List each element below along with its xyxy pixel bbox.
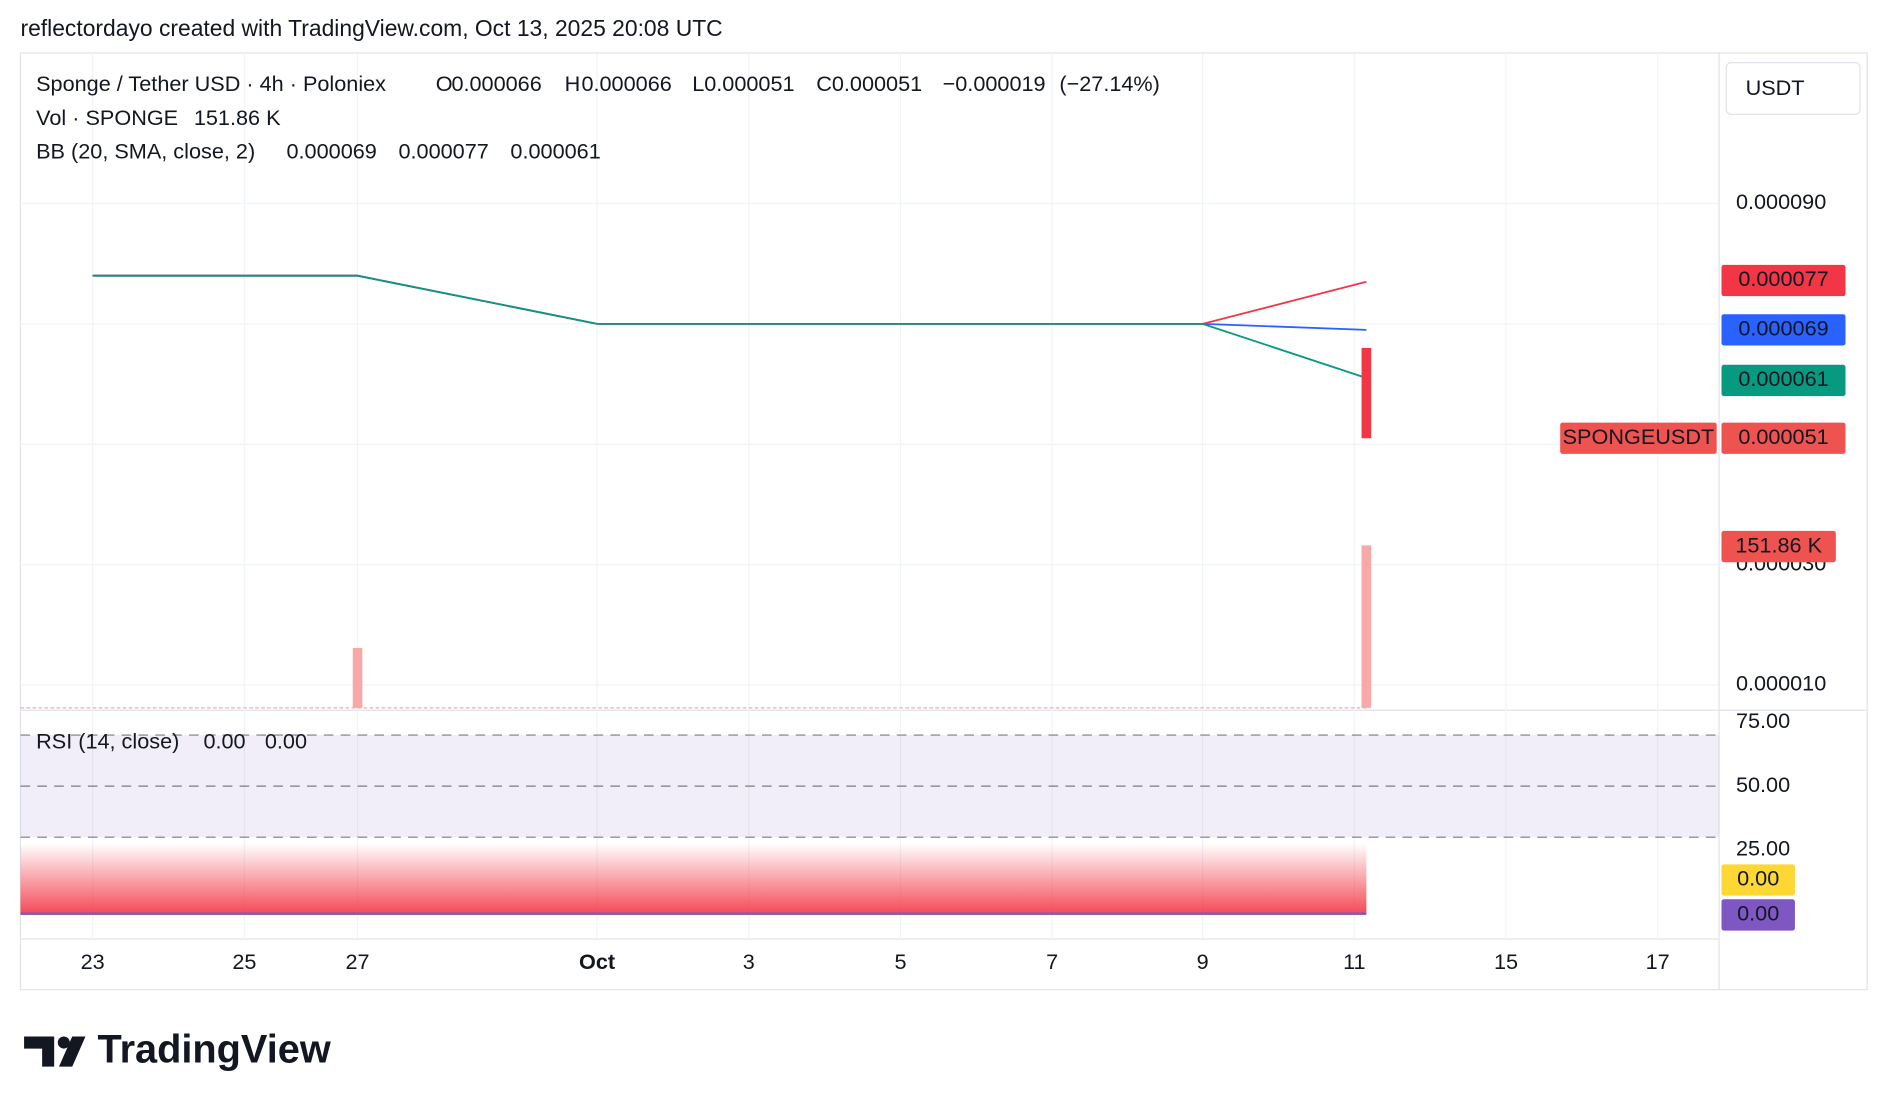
volume-bar xyxy=(352,647,363,708)
x-tick-label: 25 xyxy=(232,949,256,974)
y-tick-label: 0.000090 xyxy=(1736,189,1826,214)
x-tick-label: 5 xyxy=(894,949,906,974)
x-tick-label: 17 xyxy=(1646,949,1670,974)
volume-bar xyxy=(1361,545,1372,708)
chart-frame xyxy=(19,52,1868,991)
rsi-tag: 0.00 xyxy=(1737,866,1779,891)
x-tick-label: 23 xyxy=(81,949,105,974)
bb-value: 0.000069 xyxy=(287,139,377,164)
x-tick-label: 7 xyxy=(1046,949,1058,974)
rsi-value: 0.00 xyxy=(265,729,307,754)
bb-value: 0.000061 xyxy=(510,139,600,164)
symbol: Sponge / Tether USD · 4h · Poloniex xyxy=(36,71,386,96)
volume-tag: 151.86 K xyxy=(1735,532,1822,557)
symbol-tag-bg xyxy=(1560,422,1717,454)
bb-tag: 0.000061 xyxy=(1738,366,1828,391)
change-pct: (−27.14%) xyxy=(1059,71,1160,96)
rsi-tag: 0.00 xyxy=(1737,901,1779,926)
bb-line xyxy=(92,274,1367,331)
bb-tag-bg xyxy=(1721,264,1846,297)
ohlc-label: L xyxy=(692,71,704,96)
ohlc-label: C xyxy=(816,71,832,96)
symbol-tag: SPONGEUSDT xyxy=(1563,424,1715,449)
credit: reflectordayo created with TradingView.c… xyxy=(20,15,722,41)
labels: 232527Oct35791115170.0000900.0000700.000… xyxy=(36,71,1846,974)
price-tag: 0.000051 xyxy=(1738,424,1828,449)
rsi-tick-label: 25.00 xyxy=(1736,836,1790,861)
x-tick-label: Oct xyxy=(579,949,615,974)
grid xyxy=(20,52,1720,940)
bb-tag-bg xyxy=(1721,364,1846,397)
ohlc-label: H xyxy=(565,71,581,96)
bb-line xyxy=(92,274,1367,379)
rsi-tag-bg xyxy=(1721,864,1795,896)
y-tick-label: 0.000010 xyxy=(1736,671,1826,696)
ohlc-label: O xyxy=(436,71,453,96)
rsi-tick-label: 50.00 xyxy=(1736,772,1790,797)
rsi-tag-bg xyxy=(1721,899,1795,931)
bb-value: 0.000077 xyxy=(398,139,488,164)
volume-value: 151.86 K xyxy=(194,105,281,130)
x-tick-label: 15 xyxy=(1494,949,1518,974)
x-tick-label: 9 xyxy=(1197,949,1209,974)
bb-tag: 0.000077 xyxy=(1738,266,1828,291)
bb-tag: 0.000069 xyxy=(1738,316,1828,341)
volume-tag-bg xyxy=(1721,530,1836,563)
marks xyxy=(20,274,1720,915)
bb-line xyxy=(92,274,1367,325)
x-tick-label: 27 xyxy=(345,949,369,974)
rsi-value: 0.00 xyxy=(203,729,245,754)
rsi-tick-label: 75.00 xyxy=(1736,708,1790,733)
volume-title: Vol · SPONGE xyxy=(36,105,178,130)
ohlc-value: 0.000066 xyxy=(581,71,671,96)
x-tick-label: 3 xyxy=(743,949,755,974)
currency-button[interactable] xyxy=(1725,62,1861,115)
ohlc-value: 0.000051 xyxy=(704,71,794,96)
ohlc-value: 0.000051 xyxy=(832,71,922,96)
candle-body xyxy=(1361,347,1372,439)
change: −0.000019 xyxy=(943,71,1046,96)
currency: USDT xyxy=(1746,75,1805,100)
brand: TradingView xyxy=(98,1028,331,1072)
rsi-title: RSI (14, close) xyxy=(36,729,179,754)
rsi-oversold-fill xyxy=(20,843,1367,914)
price-tag-bg xyxy=(1721,422,1846,454)
x-tick-label: 11 xyxy=(1343,949,1365,974)
bb-title: BB (20, SMA, close, 2) xyxy=(36,139,255,164)
ohlc-value: 0.000066 xyxy=(451,71,541,96)
logo: TradingView xyxy=(24,1028,331,1072)
bb-tag-bg xyxy=(1721,314,1846,346)
